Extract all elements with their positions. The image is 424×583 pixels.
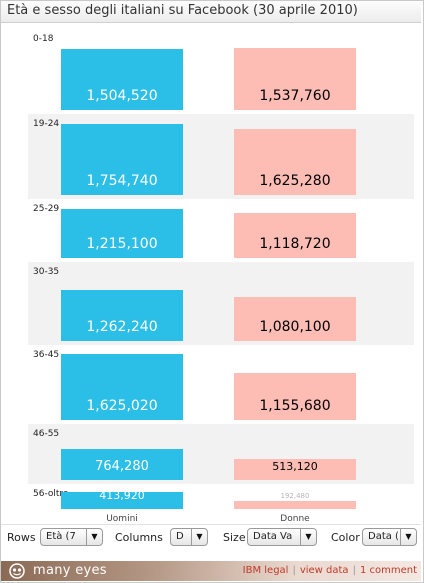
color-label: Color [331,531,360,544]
uomini-bar [61,124,183,195]
chevron-down-icon: ▼ [400,529,416,545]
uomini-bar [61,449,183,480]
donne-bar [234,297,356,341]
rows-label: Rows [7,531,36,544]
footer-bar: many eyes IBM legal | view data | 1 comment [1,561,421,581]
row-label: 25-29 [33,204,59,214]
uomini-value-label: 1,625,020 [86,398,157,414]
footer-links: IBM legal | view data | 1 comment [243,565,417,576]
columns-select-value: D [176,531,184,542]
rows-select-value: Età (7 [46,531,76,542]
donne-bar [234,373,356,420]
uomini-bar [61,290,183,341]
chart-title: Età e sesso degli italiani su Facebook (… [7,3,358,18]
size-select-value: Data Va [253,531,293,542]
donne-value-label: 1,080,100 [259,319,330,335]
brand-name: many eyes [33,563,107,578]
uomini-bar [61,49,183,110]
uomini-value-label: 1,262,240 [86,319,157,335]
donne-bar [234,213,356,258]
chevron-down-icon: ▼ [86,529,102,545]
donne-bar [234,501,356,509]
donne-bar [234,129,356,195]
uomini-bar [61,209,183,258]
uomini-value-label: 413,920 [99,489,145,502]
donne-value-label: 1,625,280 [259,173,330,189]
row-label: 46-55 [33,429,59,439]
rows-select[interactable]: Età (7 ▼ [40,528,103,546]
donne-value-label: 1,118,720 [259,236,330,252]
columns-select[interactable]: D ▼ [170,528,208,546]
row-label: 30-35 [33,267,59,277]
columns-label: Columns [115,531,163,544]
row-label: 19-24 [33,119,59,129]
size-select[interactable]: Data Va ▼ [247,528,317,546]
uomini-value-label: 1,754,740 [86,173,157,189]
comment-link[interactable]: 1 comment [359,565,417,576]
uomini-value-label: 1,215,100 [86,236,157,252]
link-separator: | [292,565,296,576]
uomini-column-label: Uomini [106,514,138,524]
donne-value-label: 1,155,680 [259,398,330,414]
uomini-value-label: 1,504,520 [86,88,157,104]
ibm-legal-link[interactable]: IBM legal [242,565,289,576]
donne-bar [234,48,356,110]
view-data-link[interactable]: view data [299,565,349,576]
donne-value-label: 1,537,760 [259,88,330,104]
link-separator: | [352,565,356,576]
donne-column-label: Donne [280,514,310,524]
donne-value-label: 192,480 [281,492,310,500]
chevron-down-icon: ▼ [300,529,316,545]
donne-bar [234,459,356,480]
chart-area: 0-18 1,504,520 1,537,760 19-24 1,754,740 1,62… [28,34,414,524]
row-label: 56-oltre [33,489,69,499]
control-bar: Rows Età (7 ▼ Columns D ▼ Size Data Va ▼… [1,524,421,551]
uomini-bar [61,492,183,509]
uomini-value-label: 764,280 [95,459,149,474]
chevron-down-icon: ▼ [191,529,207,545]
row-label: 36-45 [33,350,59,360]
uomini-bar [61,354,183,420]
many-eyes-logo-icon [9,563,25,579]
title-bar: Età e sesso degli italiani su Facebook (… [1,1,421,23]
donne-value-label: 513,120 [272,460,318,473]
color-select[interactable]: Data ( ▼ [362,528,417,546]
color-select-value: Data ( [368,531,399,542]
row-label: 0-18 [33,34,54,44]
size-label: Size [223,531,246,544]
